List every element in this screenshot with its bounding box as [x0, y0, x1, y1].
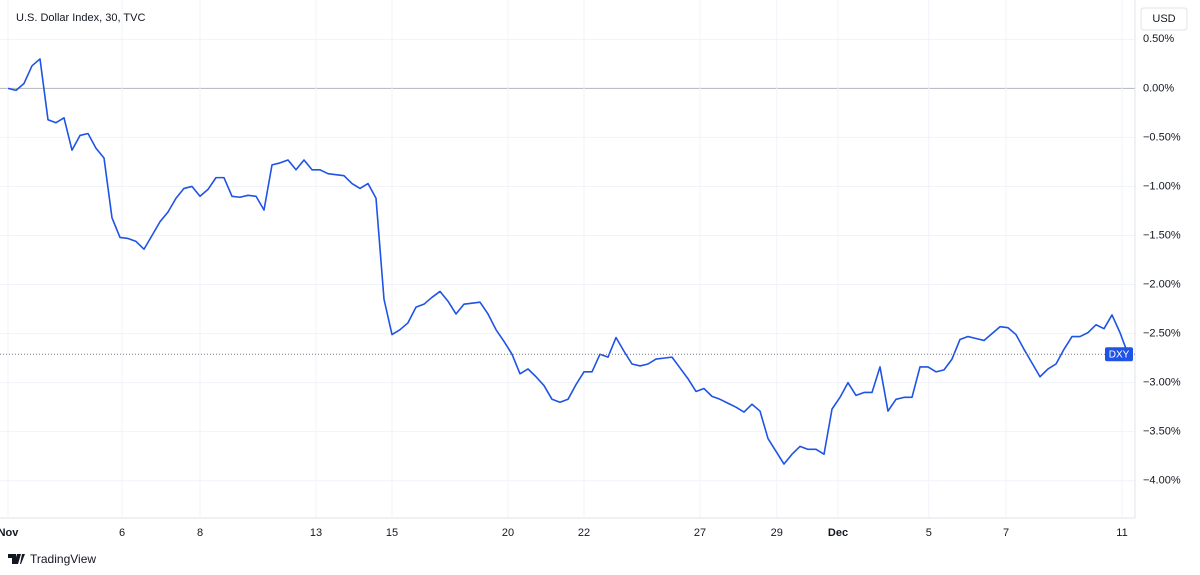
x-tick-label: 8 [197, 527, 203, 539]
y-tick-label: 0.50% [1143, 33, 1174, 45]
x-tick-label: Nov [0, 527, 19, 539]
y-tick-label: −2.50% [1143, 328, 1181, 340]
x-tick-label: 22 [578, 527, 590, 539]
x-tick-label: 5 [926, 527, 932, 539]
logo [8, 554, 25, 564]
x-tick-label: 27 [694, 527, 706, 539]
y-tick-label: −4.00% [1143, 475, 1181, 487]
y-tick-label: −3.00% [1143, 377, 1181, 389]
x-tick-label: 6 [119, 527, 125, 539]
currency-box[interactable] [1140, 7, 1188, 31]
x-tick-label: 7 [1003, 527, 1009, 539]
x-tick-label: Dec [828, 527, 848, 539]
x-tick-label: 13 [310, 527, 322, 539]
x-tick-label: 11 [1116, 527, 1127, 539]
y-tick-label: −1.50% [1143, 229, 1181, 241]
chart-title: U.S. Dollar Index, 30, TVC [16, 12, 145, 24]
y-tick-label: −1.00% [1143, 180, 1181, 192]
currency[interactable]: USD [1152, 13, 1175, 25]
series-label: DXY [1109, 349, 1130, 360]
y-tick-label: −0.50% [1143, 131, 1181, 143]
x-tick-label: 29 [771, 527, 783, 539]
y-tick-label: −3.50% [1143, 426, 1181, 438]
y-tick-label: −2.00% [1143, 278, 1181, 290]
price-line [7, 58, 1129, 465]
brand: TradingView [30, 552, 96, 566]
last-price-badge [1105, 347, 1133, 362]
x-tick-label: 20 [502, 527, 514, 539]
y-tick-label: 0.00% [1143, 82, 1174, 94]
x-tick-label: 15 [386, 527, 398, 539]
